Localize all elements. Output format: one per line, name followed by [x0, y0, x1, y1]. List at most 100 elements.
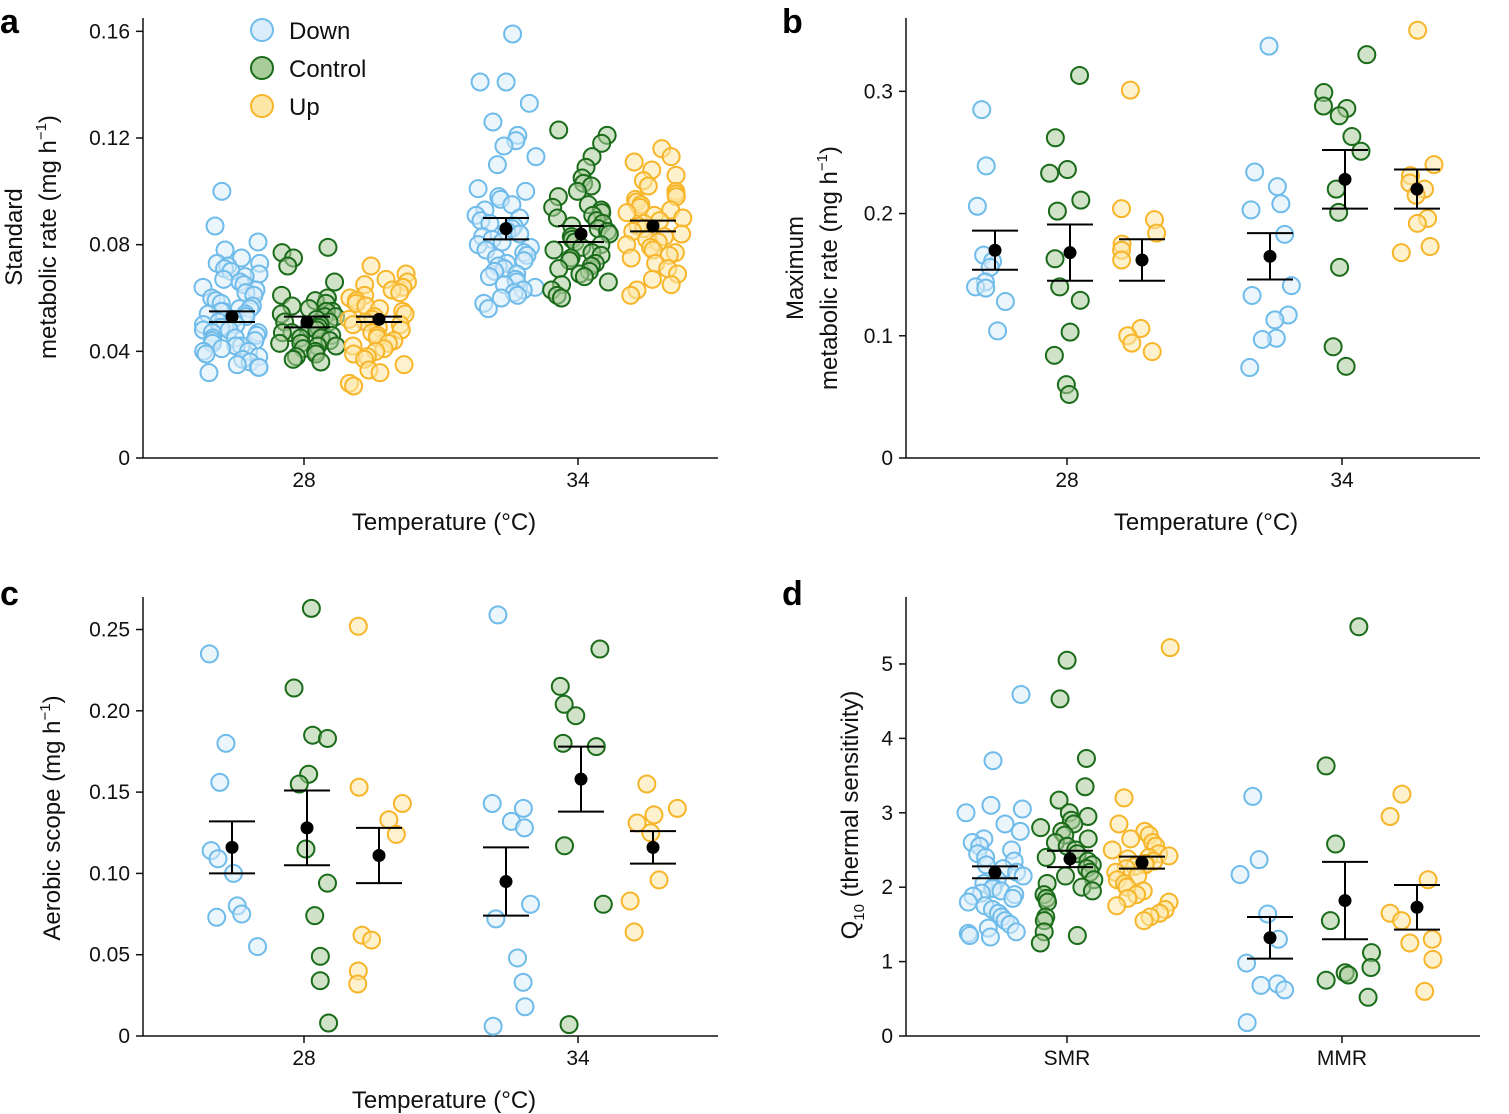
data-point-control	[1031, 818, 1051, 838]
data-point-up	[1423, 949, 1443, 969]
data-point-control	[1336, 356, 1356, 376]
data-point-control	[270, 333, 290, 353]
data-point-up	[1111, 199, 1131, 219]
mean-point-control	[574, 227, 588, 241]
data-point-control	[1030, 933, 1050, 953]
data-point-control	[598, 272, 618, 292]
data-point-up	[1420, 237, 1440, 257]
data-point-up	[394, 355, 414, 375]
mean-point-control	[574, 772, 588, 786]
mean-point-down	[1263, 931, 1277, 945]
data-point-control	[319, 1013, 339, 1033]
mean-point-up	[372, 312, 386, 326]
data-point-up	[1107, 896, 1127, 916]
data-point-control	[1045, 249, 1065, 269]
data-point-down	[510, 224, 530, 244]
data-point-up	[1380, 807, 1400, 826]
data-point-down	[494, 136, 514, 156]
y-tick-label-a: 0	[118, 447, 130, 470]
data-point-control	[305, 906, 325, 926]
data-point-up	[617, 203, 637, 223]
data-point-up	[644, 805, 664, 825]
data-point-down	[1281, 276, 1301, 296]
data-point-up	[392, 793, 412, 813]
data-point-control	[1326, 834, 1346, 854]
data-point-down	[513, 972, 533, 992]
data-point-down	[1230, 865, 1250, 885]
plot-area-a: 0 0.04 0.08 0.12 0.16 28 34	[89, 18, 718, 492]
data-point-down	[1003, 888, 1023, 908]
data-point-down	[216, 733, 236, 753]
data-point-up	[349, 777, 369, 797]
y-tick-label-b: 0.1	[864, 325, 893, 348]
panel-letter-c: c	[0, 575, 19, 613]
data-point-control	[317, 728, 337, 748]
x-tick-label-b: 28	[1055, 469, 1078, 492]
y-tick-label-b: 0.3	[864, 80, 893, 103]
data-point-up	[1120, 80, 1140, 100]
mean-point-up	[1135, 253, 1149, 267]
data-point-down	[1275, 224, 1295, 244]
x-tick-label-d: MMR	[1317, 1047, 1367, 1070]
data-point-up	[649, 870, 669, 890]
data-point-down	[212, 339, 232, 359]
y-axis-label-d: Q10 (thermal sensitivity)	[837, 691, 868, 940]
data-point-control	[559, 1015, 579, 1035]
data-point-control	[289, 774, 309, 794]
legend-marker-up	[250, 94, 274, 118]
y-tick-label-a: 0.16	[89, 20, 130, 43]
y-tick-label-b: 0.2	[864, 203, 893, 226]
data-point-up	[1142, 342, 1162, 362]
data-point-control	[1045, 128, 1065, 148]
x-tick-label-a: 34	[566, 469, 590, 492]
y-tick-label-c: 0.15	[89, 781, 130, 804]
data-point-up	[638, 176, 658, 196]
mean-point-control	[300, 821, 314, 835]
data-point-control	[549, 259, 569, 279]
data-point-down	[205, 216, 225, 236]
x-axis-label-b: Temperature (°C)	[1114, 509, 1298, 536]
data-point-down	[487, 155, 507, 175]
y-axis-label-b-line1: Maximum	[782, 216, 809, 320]
data-point-up	[624, 922, 644, 942]
data-point-down	[1275, 980, 1295, 1000]
data-point-control	[1057, 650, 1077, 670]
data-point-down	[214, 269, 234, 289]
data-point-control	[1040, 163, 1060, 183]
data-point-up	[1407, 213, 1427, 233]
data-point-up	[672, 224, 692, 244]
data-point-down	[516, 181, 536, 201]
data-point-control	[1067, 926, 1087, 946]
data-point-down	[960, 926, 980, 946]
data-point-up	[1392, 911, 1412, 931]
y-tick-label-c: 0.10	[89, 862, 130, 885]
data-point-control	[310, 946, 330, 966]
data-point-control	[554, 694, 574, 714]
data-point-up	[1147, 223, 1167, 243]
mean-point-control	[1063, 246, 1077, 260]
x-tick-label-a: 28	[292, 469, 315, 492]
data-point-control	[1059, 384, 1079, 404]
data-point-down	[196, 344, 216, 364]
data-point-control	[566, 706, 586, 726]
data-point-control	[590, 639, 610, 659]
data-point-down	[519, 93, 539, 113]
data-point-up	[661, 275, 681, 295]
data-point-up	[661, 147, 681, 167]
data-point-down	[1267, 177, 1287, 197]
data-point-control	[544, 240, 564, 260]
data-point-down	[1240, 358, 1260, 378]
panel-letter-b: b	[782, 3, 803, 41]
data-point-control	[1057, 160, 1077, 180]
data-point-control	[551, 288, 571, 308]
data-point-control	[1070, 65, 1090, 85]
data-point-down	[514, 818, 534, 838]
data-point-control	[549, 120, 569, 140]
x-tick-label-b: 34	[1330, 469, 1354, 492]
data-point-down	[1010, 821, 1030, 841]
mean-point-control	[1338, 894, 1352, 908]
data-point-control	[1349, 617, 1369, 637]
data-point-down	[199, 644, 219, 664]
data-point-down	[210, 772, 230, 792]
